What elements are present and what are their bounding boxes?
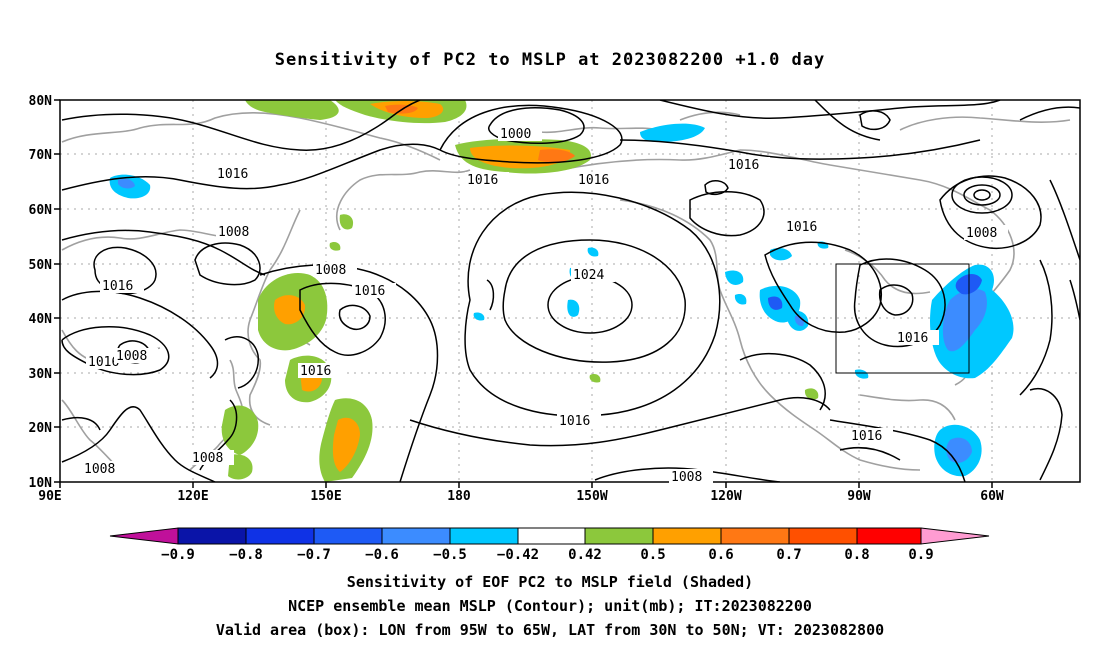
colorbar-bin [517,527,586,545]
page-title: Sensitivity of PC2 to MSLP at 2023082200… [274,50,826,70]
colorbar-bin [652,527,722,545]
colorbar-bin [720,527,790,545]
contour-label: 1008 [315,263,346,278]
contour-label: 1016 [217,167,248,182]
lat-tick-label: 60N [29,203,53,218]
lon-tick-label: 90W [847,489,871,504]
colorbar-low-triangle [109,527,179,545]
lat-tick-label: 40N [29,312,53,327]
contour-label: 1016 [578,173,609,188]
lat-tick-label: 70N [29,148,53,163]
lat-tick-label: 20N [29,421,53,436]
colorbar-label: 0.42 [568,547,602,563]
lat-tick-label: 80N [29,94,53,109]
colorbar-bin [313,527,383,545]
contour-label: 1016 [786,220,817,235]
contour-label: 1016 [300,364,331,379]
lon-tick-label: 180 [447,489,471,504]
contour-label: 1016 [728,158,759,173]
colorbar-bin [788,527,858,545]
contour-label: 1008 [218,225,249,240]
contour-label: 1016 [88,355,119,370]
colorbar-label: −0.6 [365,547,399,563]
contour-label: 1008 [671,470,702,485]
contour-label: 1008 [192,451,223,466]
lat-tick-label: 50N [29,258,53,273]
contour-label: 1016 [897,331,928,346]
lon-axis: 90E 120E 150E 180 150W 120W 90W 60W [38,482,1004,504]
contour-label: 1016 [354,284,385,299]
lon-tick-label: 150E [310,489,341,504]
caption-valid-area: Valid area (box): LON from 95W to 65W, L… [215,621,885,639]
colorbar-label: 0.6 [708,547,733,563]
lon-tick-label: 60W [980,489,1004,504]
caption-shading: Sensitivity of EOF PC2 to MSLP field (Sh… [346,573,754,591]
lon-tick-label: 150W [576,489,607,504]
colorbar-high-triangle [920,527,990,545]
colorbar-label: 0.8 [844,547,869,563]
colorbar-bin [449,527,519,545]
lon-tick-label: 120W [710,489,741,504]
colorbar-bin [381,527,451,545]
colorbar-label: 0.9 [908,547,933,563]
colorbar-label: −0.42 [497,547,539,563]
contour-label: 1024 [573,268,604,283]
colorbar-bin [584,527,654,545]
contour-label: 1016 [851,429,882,444]
sensitivity-shading [109,100,1014,482]
colorbar-label: 0.5 [640,547,665,563]
lat-tick-label: 10N [29,476,53,491]
colorbar-bin [856,527,922,545]
contour-label: 1008 [84,462,115,477]
contour-label: 1016 [102,279,133,294]
colorbar-label: −0.8 [229,547,263,563]
colorbar-bin [245,527,315,545]
contour-labels: 1000 1016 1016 1016 1016 1008 1016 1008 … [84,127,998,485]
colorbar: −0.9 −0.8 −0.7 −0.6 −0.5 −0.42 0.42 0.5 … [109,527,990,563]
colorbar-label: −0.9 [161,547,195,563]
colorbar-bin [177,527,247,545]
valid-area-box [835,263,970,374]
lat-axis: 80N 70N 60N 50N 40N 30N 20N 10N [29,94,60,491]
lat-tick-label: 30N [29,367,53,382]
contour-label: 1016 [467,173,498,188]
colorbar-label: −0.7 [297,547,331,563]
contour-label: 1008 [116,349,147,364]
colorbar-label: 0.7 [776,547,801,563]
map-frame [59,99,1081,483]
lat-gridlines [60,153,1080,428]
colorbar-label: −0.5 [433,547,467,563]
lon-tick-label: 120E [177,489,208,504]
contour-label: 1008 [966,226,997,241]
lon-tick-label: 90E [38,489,61,504]
contour-label: 1000 [500,127,531,142]
contour-label: 1016 [559,414,590,429]
caption-contour: NCEP ensemble mean MSLP (Contour); unit(… [288,597,812,615]
